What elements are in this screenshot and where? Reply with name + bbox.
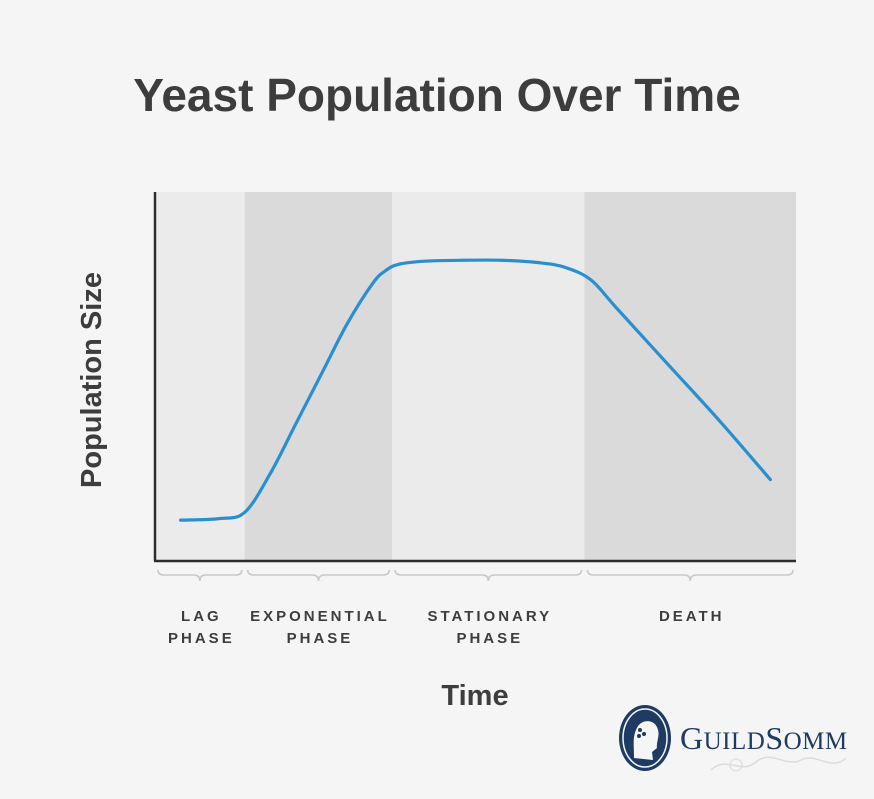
phase-band-0: [155, 192, 245, 561]
phase-label-0-1: PHASE: [168, 630, 235, 647]
flourish-icon: [710, 756, 847, 772]
y-axis-title: Population Size: [76, 272, 108, 488]
phase-label-3-0: DEATH: [659, 608, 725, 625]
phase-label-0-0: LAG: [181, 608, 222, 625]
phase-label-1-0: EXPONENTIAL: [250, 608, 390, 625]
phase-label-1-1: PHASE: [287, 630, 354, 647]
phase-brace-3: [586, 569, 794, 582]
phase-braces: [157, 569, 794, 582]
x-axis-title: Time: [441, 680, 508, 712]
guildsomm-logo: GUILDSOMM: [614, 700, 864, 780]
phase-band-3: [584, 192, 796, 561]
logo-wordmark: GUILDSOMM: [680, 720, 848, 756]
population-curve: [179, 258, 772, 522]
phase-brace-2: [394, 569, 583, 582]
phase-labels: LAG PHASE EXPONENTIAL PHASE STATIONARY PHASE D…: [168, 608, 725, 647]
phase-brace-1: [246, 569, 390, 582]
phase-brace-0: [157, 569, 243, 582]
chart-title: Yeast Population Over Time: [133, 69, 741, 121]
phase-label-2-0: STATIONARY: [427, 608, 552, 625]
phase-bands: [155, 192, 796, 561]
medallion-icon: [619, 705, 671, 771]
phase-band-2: [392, 192, 585, 561]
phase-label-2-1: PHASE: [456, 630, 523, 647]
